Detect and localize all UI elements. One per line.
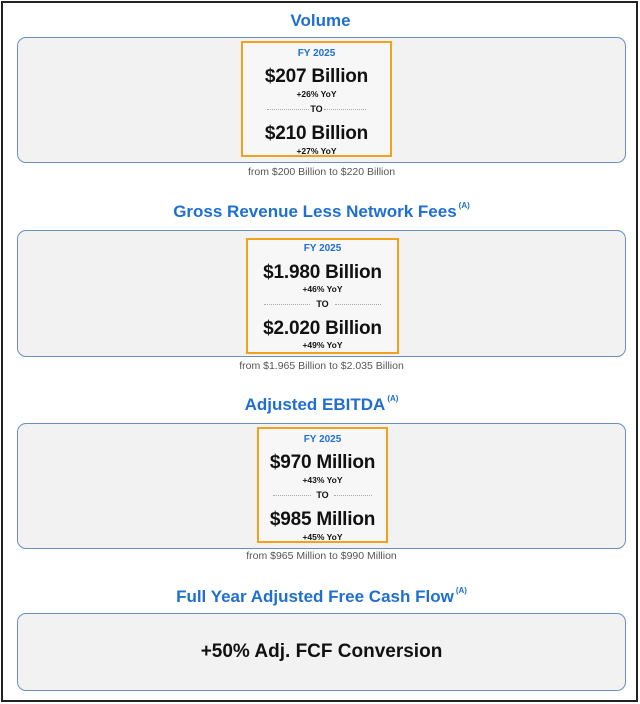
- section-title-text: Adjusted EBITDA: [244, 395, 386, 414]
- low-yoy: +46% YoY: [302, 284, 343, 294]
- to-divider: TO: [248, 299, 397, 311]
- high-estimate: $2.020 Billion: [263, 318, 382, 339]
- gross-revenue-panel: FY 2025 $1.980 Billion +46% YoY TO $2.02…: [17, 230, 626, 357]
- low-yoy: +43% YoY: [302, 475, 343, 485]
- high-yoy: +45% YoY: [302, 532, 343, 542]
- high-yoy: +27% YoY: [296, 146, 337, 156]
- footnote-marker: (A): [455, 586, 467, 595]
- low-estimate: $207 Billion: [264, 66, 369, 87]
- high-estimate: $985 Million: [269, 509, 376, 530]
- volume-range-box: FY 2025 $207 Billion +26% YoY TO $210 Bi…: [241, 41, 392, 157]
- dotted-rule-right: [324, 109, 366, 110]
- to-label: TO: [316, 299, 329, 309]
- to-label: TO: [316, 490, 329, 500]
- footnote-marker: (A): [387, 394, 399, 403]
- prior-guidance-adjusted-ebitda: from $965 Million to $990 Million: [246, 550, 397, 562]
- volume-panel: FY 2025 $207 Billion +26% YoY TO $210 Bi…: [17, 37, 626, 163]
- section-title-text: Full Year Adjusted Free Cash Flow: [176, 587, 454, 606]
- section-title-text: Gross Revenue Less Network Fees: [173, 202, 457, 221]
- period-label: FY 2025: [303, 243, 342, 254]
- section-title-free-cash-flow: Full Year Adjusted Free Cash Flow (A): [3, 586, 640, 607]
- period-label: FY 2025: [303, 434, 342, 445]
- dotted-rule-left: [267, 109, 309, 110]
- to-divider: TO: [243, 104, 390, 116]
- high-yoy: +49% YoY: [302, 340, 343, 350]
- prior-guidance-volume: from $200 Billion to $220 Billion: [247, 166, 396, 178]
- fcf-conversion-value: +50% Adj. FCF Conversion: [200, 641, 443, 662]
- dotted-rule-right: [334, 495, 372, 496]
- dotted-rule-left: [273, 495, 311, 496]
- dotted-rule-left: [264, 304, 310, 305]
- section-title-text: Volume: [290, 11, 351, 30]
- low-estimate: $1.980 Billion: [263, 262, 382, 283]
- dotted-rule-right: [335, 304, 381, 305]
- low-estimate: $970 Million: [269, 452, 376, 473]
- section-title-gross-revenue: Gross Revenue Less Network Fees (A): [3, 201, 640, 222]
- low-yoy: +26% YoY: [296, 89, 337, 99]
- section-title-adjusted-ebitda: Adjusted EBITDA (A): [3, 394, 640, 415]
- period-label: FY 2025: [297, 48, 336, 59]
- prior-guidance-gross-revenue: from $1.965 Billion to $2.035 Billion: [239, 360, 404, 372]
- adjusted-ebitda-panel: FY 2025 $970 Million +43% YoY TO $985 Mi…: [17, 423, 626, 549]
- footnote-marker: (A): [458, 201, 470, 210]
- gross-revenue-range-box: FY 2025 $1.980 Billion +46% YoY TO $2.02…: [246, 238, 399, 354]
- high-estimate: $210 Billion: [264, 123, 369, 144]
- adjusted-ebitda-range-box: FY 2025 $970 Million +43% YoY TO $985 Mi…: [257, 427, 388, 543]
- to-label: TO: [310, 104, 323, 114]
- free-cash-flow-panel: +50% Adj. FCF Conversion: [17, 613, 626, 691]
- to-divider: TO: [259, 490, 386, 502]
- section-title-volume: Volume: [3, 10, 640, 31]
